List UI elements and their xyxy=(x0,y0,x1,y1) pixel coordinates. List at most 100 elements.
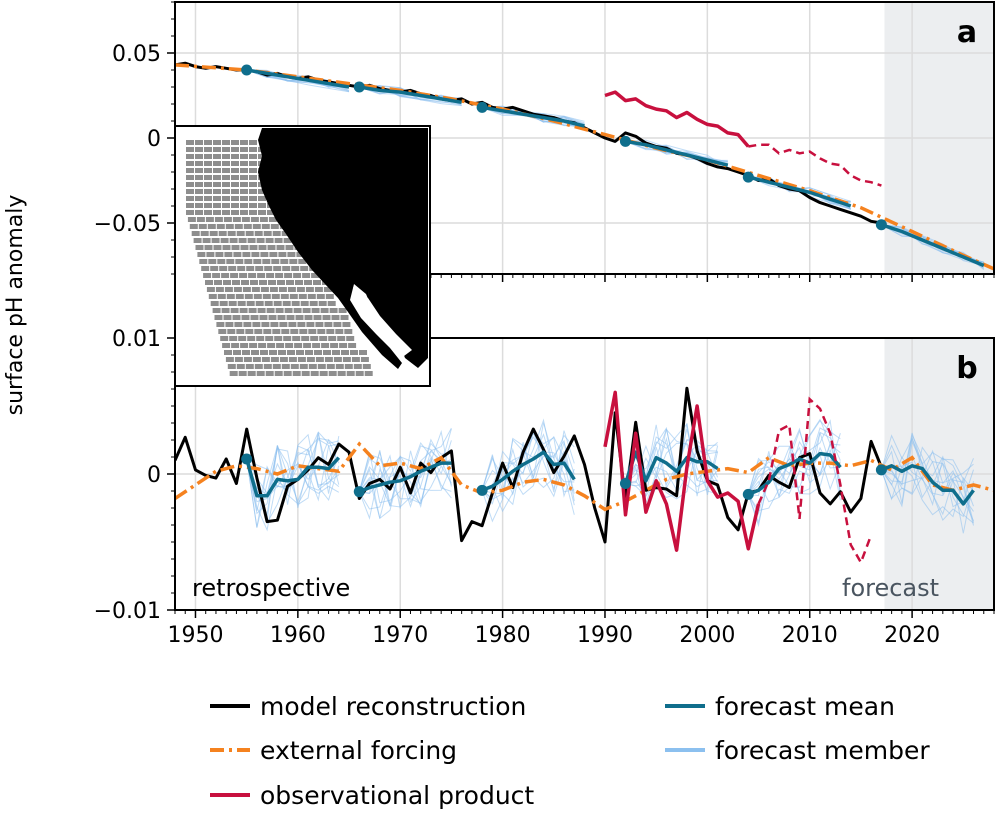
map-grid-cell xyxy=(222,203,230,208)
map-grid-cell xyxy=(250,217,259,222)
y-tick-label: 0.01 xyxy=(112,327,161,352)
initialization-point xyxy=(241,64,253,76)
x-tick-label: 1980 xyxy=(475,623,531,648)
map-grid-cell xyxy=(228,266,237,271)
y-tick-label: 0.05 xyxy=(112,42,161,67)
map-grid-cell xyxy=(323,350,331,355)
map-grid-cell xyxy=(204,245,213,250)
map-grid-cell xyxy=(333,357,342,362)
map-grid-cell xyxy=(313,280,321,285)
map-grid-cell xyxy=(263,329,272,334)
map-grid-cell xyxy=(344,329,353,334)
map-grid-cell xyxy=(243,224,252,229)
map-grid-cell xyxy=(252,357,261,362)
map-grid-cell xyxy=(222,182,230,187)
map-grid-cell xyxy=(235,259,244,264)
map-grid-cell xyxy=(234,357,243,362)
map-grid-cell xyxy=(240,161,248,166)
map-grid-cell xyxy=(189,224,198,229)
x-tick-label: 2020 xyxy=(884,623,940,648)
map-grid-cell xyxy=(240,168,248,173)
map-grid-cell xyxy=(284,308,293,313)
map-grid-cell xyxy=(275,308,284,313)
map-grid-cell xyxy=(199,259,208,264)
map-grid-cell xyxy=(186,140,194,145)
map-grid-cell xyxy=(290,364,299,369)
map-grid-cell xyxy=(244,294,253,299)
map-grid-cell xyxy=(229,238,238,243)
map-grid-cell xyxy=(222,147,230,152)
forecast-mean-line xyxy=(747,451,842,497)
initialization-point xyxy=(742,488,754,500)
map-grid-cell xyxy=(202,238,211,243)
map-grid-cell xyxy=(259,280,267,285)
forecast-member-line xyxy=(881,224,984,266)
map-grid-cell xyxy=(307,294,316,299)
inset-map-gulf xyxy=(353,287,412,356)
map-grid-cell xyxy=(186,210,194,215)
map-grid-cell xyxy=(337,336,346,341)
map-grid-cell xyxy=(198,224,207,229)
map-grid-cell xyxy=(315,322,324,327)
map-grid-cell xyxy=(200,231,209,236)
map-grid-cell xyxy=(340,315,349,320)
map-grid-cell xyxy=(301,336,310,341)
map-grid-cell xyxy=(335,329,344,334)
map-grid-cell xyxy=(186,161,194,166)
map-grid-cell xyxy=(261,357,270,362)
map-grid-cell xyxy=(204,189,212,194)
map-grid-cell xyxy=(240,343,249,348)
map-grid-cell xyxy=(296,287,305,292)
map-grid-cell xyxy=(342,357,351,362)
initialization-point xyxy=(476,484,488,496)
map-grid-cell xyxy=(222,161,230,166)
map-grid-cell xyxy=(254,231,263,236)
forecast-member-line xyxy=(880,456,974,516)
map-grid-cell xyxy=(244,259,253,264)
map-grid-cell xyxy=(222,175,230,180)
map-grid-cell xyxy=(195,245,204,250)
map-grid-cell xyxy=(204,175,212,180)
forecast-member-line xyxy=(747,419,841,495)
map-grid-cell xyxy=(317,329,326,334)
map-grid-cell xyxy=(214,315,223,320)
map-grid-cell xyxy=(325,294,334,299)
retrospective-label: retrospective xyxy=(192,574,350,602)
forecast-mean-line xyxy=(625,139,729,167)
map-grid-cell xyxy=(186,175,194,180)
map-grid-cell xyxy=(266,273,275,278)
map-grid-cell xyxy=(288,322,297,327)
map-grid-cell xyxy=(236,329,245,334)
map-grid-cell xyxy=(283,238,292,243)
y-tick-label: 0 xyxy=(147,463,161,488)
map-grid-cell xyxy=(286,315,295,320)
x-tick-label: 1960 xyxy=(270,623,326,648)
map-grid-cell xyxy=(210,266,219,271)
map-grid-cell xyxy=(249,154,257,159)
map-grid-cell xyxy=(269,350,277,355)
map-grid-cell xyxy=(328,371,337,376)
map-grid-cell xyxy=(205,280,213,285)
map-grid-cell xyxy=(231,161,239,166)
map-grid-cell xyxy=(242,350,250,355)
map-grid-cell xyxy=(251,350,259,355)
map-grid-cell xyxy=(285,343,294,348)
map-grid-cell xyxy=(242,252,251,257)
y-tick-label: −0.01 xyxy=(94,599,161,624)
map-grid-cell xyxy=(196,217,205,222)
map-grid-cell xyxy=(350,350,358,355)
map-grid-cell xyxy=(218,329,227,334)
map-grid-cell xyxy=(240,147,248,152)
map-grid-cell xyxy=(281,364,290,369)
map-grid-cell xyxy=(253,259,262,264)
forecast-mean-line xyxy=(481,105,585,128)
map-grid-cell xyxy=(201,266,210,271)
map-grid-cell xyxy=(213,168,221,173)
map-grid-cell xyxy=(282,301,291,306)
map-grid-cell xyxy=(283,336,292,341)
map-grid-cell xyxy=(346,336,355,341)
map-grid-cell xyxy=(241,315,250,320)
map-grid-cell xyxy=(212,273,221,278)
map-grid-cell xyxy=(262,294,271,299)
map-grid-cell xyxy=(213,175,221,180)
